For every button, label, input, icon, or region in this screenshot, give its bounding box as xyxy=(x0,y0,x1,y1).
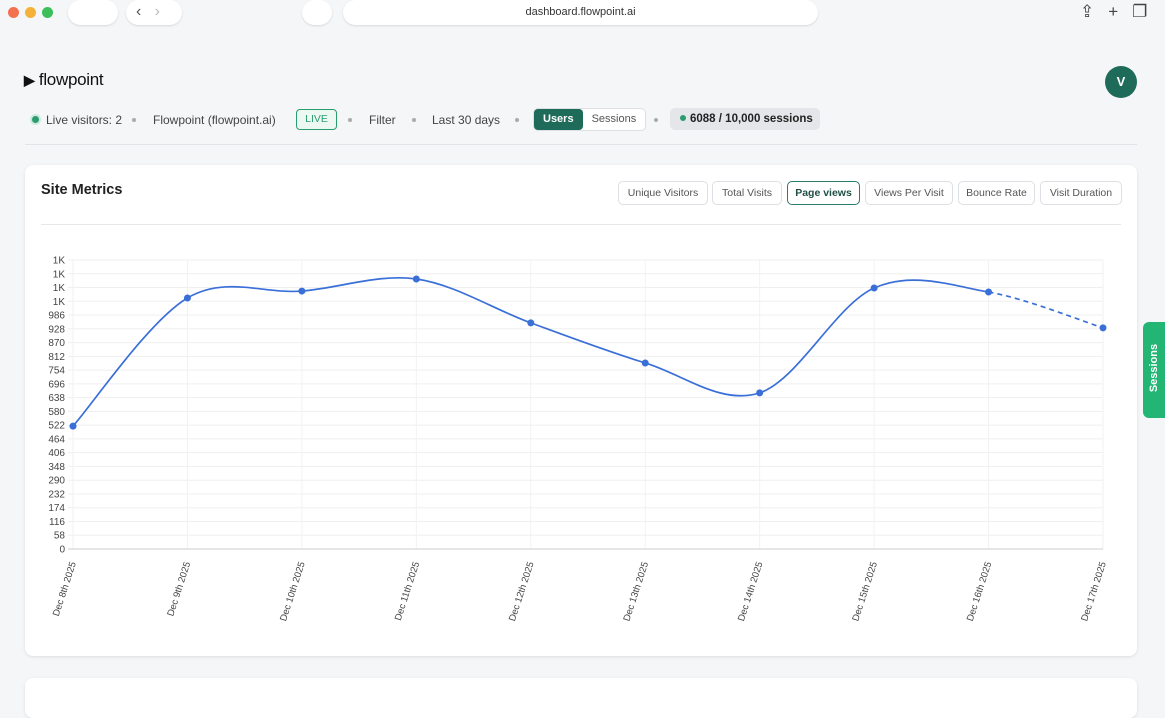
y-tick-label: 1K xyxy=(53,256,66,267)
logo-text: flowpoint xyxy=(38,70,104,89)
sidebar-button[interactable] xyxy=(68,0,118,25)
toggle-option[interactable]: Sessions xyxy=(591,113,637,125)
date-range[interactable]: Last 30 days xyxy=(432,113,501,127)
data-point[interactable] xyxy=(183,294,191,302)
chart: 0 58 116 174 232 290 348 406 464 522 580 638 696 754 8… xyxy=(48,256,1109,623)
live-visitors: Live visitors: 2 xyxy=(46,113,123,127)
y-tick-label: 464 xyxy=(48,434,65,445)
filter-button[interactable]: Filter xyxy=(369,113,396,127)
y-tick-label: 58 xyxy=(54,531,66,542)
metric-tab[interactable]: Visit Duration xyxy=(1040,181,1122,205)
live-badge[interactable]: LIVE xyxy=(296,109,337,130)
y-tick-label: 1K xyxy=(53,283,66,294)
metric-tab[interactable]: Total Visits xyxy=(712,181,782,205)
separator xyxy=(654,118,658,122)
data-point[interactable] xyxy=(412,275,420,283)
data-point[interactable] xyxy=(641,359,649,367)
browser-bar: ‹ › dashboard.flowpoint.ai ⇪+❐ xyxy=(0,0,1165,30)
pocket-button[interactable] xyxy=(302,0,332,25)
side-tab-label: Sessions xyxy=(1148,343,1160,393)
separator xyxy=(132,118,136,122)
metrics-card xyxy=(25,165,1137,656)
y-tick-label: 232 xyxy=(48,489,65,500)
zoom-button[interactable] xyxy=(42,7,53,18)
metric-tab[interactable]: Unique Visitors xyxy=(618,181,708,205)
x-tick-label: Dec 15th 2025 xyxy=(850,561,880,623)
x-tick-label: Dec 10th 2025 xyxy=(278,561,308,623)
y-tick-label: 812 xyxy=(48,352,65,363)
usage-pill[interactable]: 6088 / 10,000 sessions xyxy=(670,108,820,130)
data-point[interactable] xyxy=(985,288,993,296)
x-tick-label: Dec 8th 2025 xyxy=(51,561,79,618)
x-tick-label: Dec 13th 2025 xyxy=(622,561,652,623)
y-tick-label: 406 xyxy=(48,448,65,459)
users-sessions-toggle: Users Sessions xyxy=(533,108,647,131)
metric-tab[interactable]: Page views xyxy=(787,181,860,205)
data-point[interactable] xyxy=(298,287,306,295)
y-tick-label: 0 xyxy=(59,545,65,556)
data-point[interactable] xyxy=(69,422,77,430)
x-tick-label: Dec 9th 2025 xyxy=(165,561,193,618)
data-point[interactable] xyxy=(527,319,535,327)
y-tick-label: 754 xyxy=(48,366,65,377)
minimize-button[interactable] xyxy=(25,7,36,18)
metric-tab[interactable]: Views Per Visit xyxy=(865,181,953,205)
x-tick-label: Dec 16th 2025 xyxy=(965,561,995,623)
y-tick-label: 1K xyxy=(53,269,66,280)
metric-tab[interactable]: Bounce Rate xyxy=(958,181,1035,205)
divider xyxy=(25,144,1137,145)
y-tick-label: 290 xyxy=(48,476,65,487)
y-tick-label: 928 xyxy=(48,324,65,335)
data-point[interactable] xyxy=(870,284,878,292)
separator xyxy=(412,118,416,122)
divider xyxy=(41,224,1121,225)
browser-actions[interactable]: ⇪+❐ xyxy=(1080,2,1162,21)
usage-text: 6088 / 10,000 sessions xyxy=(690,113,813,125)
live-dot xyxy=(32,116,39,123)
y-tick-label: 696 xyxy=(48,379,65,390)
avatar[interactable]: V xyxy=(1105,66,1137,98)
sessions-side-tab[interactable]: Sessions xyxy=(1143,322,1165,418)
y-tick-label: 986 xyxy=(48,311,65,322)
nav-buttons[interactable]: ‹ › xyxy=(126,0,182,25)
card-title: Site Metrics xyxy=(41,182,123,198)
page: ‹ › dashboard.flowpoint.ai ⇪+❐ ▶ flowpoi… xyxy=(0,0,1165,656)
toggle-option[interactable]: Users xyxy=(534,109,583,130)
x-tick-label: Dec 12th 2025 xyxy=(507,561,537,623)
y-tick-label: 580 xyxy=(48,407,65,418)
url: dashboard.flowpoint.ai xyxy=(525,6,636,18)
x-tick-label: Dec 11th 2025 xyxy=(393,561,422,623)
close-button[interactable] xyxy=(8,7,19,18)
y-tick-label: 116 xyxy=(49,517,65,528)
line-series-projected xyxy=(988,291,1104,329)
y-tick-label: 348 xyxy=(48,462,65,473)
y-tick-label: 1K xyxy=(53,297,66,308)
y-tick-label: 522 xyxy=(48,421,65,432)
data-point[interactable] xyxy=(1099,324,1107,332)
y-tick-label: 638 xyxy=(48,393,65,404)
next-card xyxy=(25,678,1137,718)
data-point[interactable] xyxy=(756,389,764,397)
site-selector[interactable]: Flowpoint (flowpoint.ai) xyxy=(153,113,276,127)
y-tick-label: 870 xyxy=(48,338,65,349)
x-tick-label: Dec 17th 2025 xyxy=(1079,561,1109,623)
logo[interactable]: ▶ flowpoint xyxy=(24,70,104,89)
separator xyxy=(515,118,519,122)
x-tick-label: Dec 14th 2025 xyxy=(736,561,766,623)
y-tick-label: 174 xyxy=(48,503,65,514)
address-bar[interactable]: dashboard.flowpoint.ai xyxy=(343,0,818,25)
separator xyxy=(348,118,352,122)
